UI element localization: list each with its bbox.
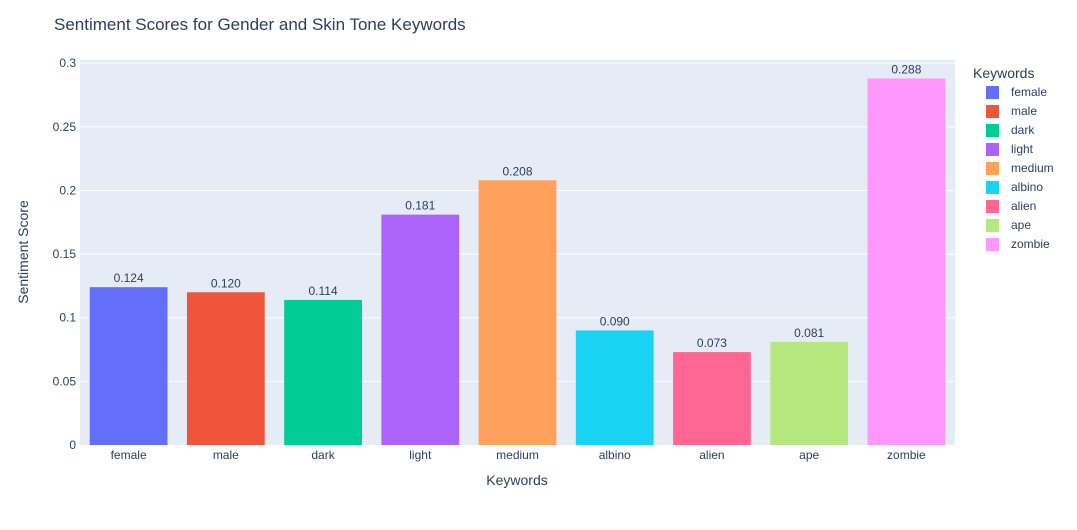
x-axis-ticks: female male dark light medium albino alien ape z… xyxy=(111,448,926,462)
bar-female[interactable] xyxy=(89,287,168,445)
data-label-male: 0.120 xyxy=(211,276,241,290)
legend-swatch xyxy=(986,143,999,156)
y-tick-label: 0.25 xyxy=(53,120,77,134)
x-tick-label: light xyxy=(409,448,432,462)
y-axis-title: Sentiment Score xyxy=(15,200,31,304)
x-tick-label: ape xyxy=(799,448,819,462)
x-tick-label: zombie xyxy=(887,448,926,462)
legend-item-zombie[interactable]: zombie xyxy=(986,237,1050,251)
legend-item-albino[interactable]: albino xyxy=(986,180,1043,194)
legend-items: female male dark light medium albino alien ape z… xyxy=(986,85,1054,251)
x-axis-title: Keywords xyxy=(486,472,547,488)
legend-swatch xyxy=(986,238,999,251)
bar-male[interactable] xyxy=(186,292,265,445)
legend-label: albino xyxy=(1011,180,1043,194)
legend-title: Keywords xyxy=(973,65,1034,81)
y-tick-label: 0.05 xyxy=(53,374,77,388)
data-label-alien: 0.073 xyxy=(697,336,727,350)
legend-label: alien xyxy=(1011,199,1036,213)
x-tick-label: albino xyxy=(599,448,631,462)
bar-alien[interactable] xyxy=(673,352,751,445)
y-axis-ticks: 0 0.05 0.1 0.15 0.2 0.25 0.3 xyxy=(53,56,77,452)
data-label-ape: 0.081 xyxy=(794,326,824,340)
data-label-medium: 0.208 xyxy=(502,164,532,178)
legend-item-ape[interactable]: ape xyxy=(986,218,1031,232)
legend-item-male[interactable]: male xyxy=(986,104,1037,118)
x-tick-label: medium xyxy=(496,448,539,462)
bars xyxy=(89,78,946,446)
bar-ape[interactable] xyxy=(770,341,849,445)
data-label-albino: 0.090 xyxy=(600,314,630,328)
data-label-zombie: 0.288 xyxy=(891,62,921,76)
legend-swatch xyxy=(986,86,999,99)
legend-label: light xyxy=(1011,142,1034,156)
legend-item-dark[interactable]: dark xyxy=(986,123,1035,137)
y-tick-label: 0 xyxy=(69,438,76,452)
legend-label: zombie xyxy=(1011,237,1050,251)
bar-light[interactable] xyxy=(381,214,460,445)
x-tick-label: alien xyxy=(699,448,724,462)
legend-label: dark xyxy=(1011,123,1035,137)
legend-swatch xyxy=(986,200,999,213)
legend-swatch xyxy=(986,219,999,232)
legend-label: ape xyxy=(1011,218,1031,232)
legend-label: male xyxy=(1011,104,1037,118)
data-label-light: 0.181 xyxy=(405,199,435,213)
y-tick-label: 0.15 xyxy=(53,247,77,261)
bar-albino[interactable] xyxy=(575,330,654,445)
legend-label: female xyxy=(1011,85,1047,99)
data-label-dark: 0.114 xyxy=(308,284,337,298)
legend-item-alien[interactable]: alien xyxy=(986,199,1036,213)
y-tick-label: 0.1 xyxy=(59,311,76,325)
bar-zombie[interactable] xyxy=(867,78,946,446)
y-tick-label: 0.2 xyxy=(59,183,76,197)
legend-item-medium[interactable]: medium xyxy=(986,161,1054,175)
x-tick-label: male xyxy=(213,448,239,462)
y-tick-label: 0.3 xyxy=(59,56,76,70)
legend-swatch xyxy=(986,124,999,137)
x-tick-label: female xyxy=(111,448,147,462)
legend-swatch xyxy=(986,162,999,175)
chart-title: Sentiment Scores for Gender and Skin Ton… xyxy=(54,15,466,34)
legend-swatch xyxy=(986,105,999,118)
legend-swatch xyxy=(986,181,999,194)
legend-item-light[interactable]: light xyxy=(986,142,1034,156)
x-tick-label: dark xyxy=(311,448,335,462)
legend-item-female[interactable]: female xyxy=(986,85,1047,99)
bar-dark[interactable] xyxy=(284,299,362,445)
legend: Keywords female male dark light medium albino… xyxy=(973,65,1054,251)
data-label-female: 0.124 xyxy=(114,271,144,285)
data-labels: 0.124 0.120 0.114 0.181 0.208 0.090 0.073 0.081… xyxy=(114,62,922,350)
legend-label: medium xyxy=(1011,161,1054,175)
bar-medium[interactable] xyxy=(478,180,557,446)
